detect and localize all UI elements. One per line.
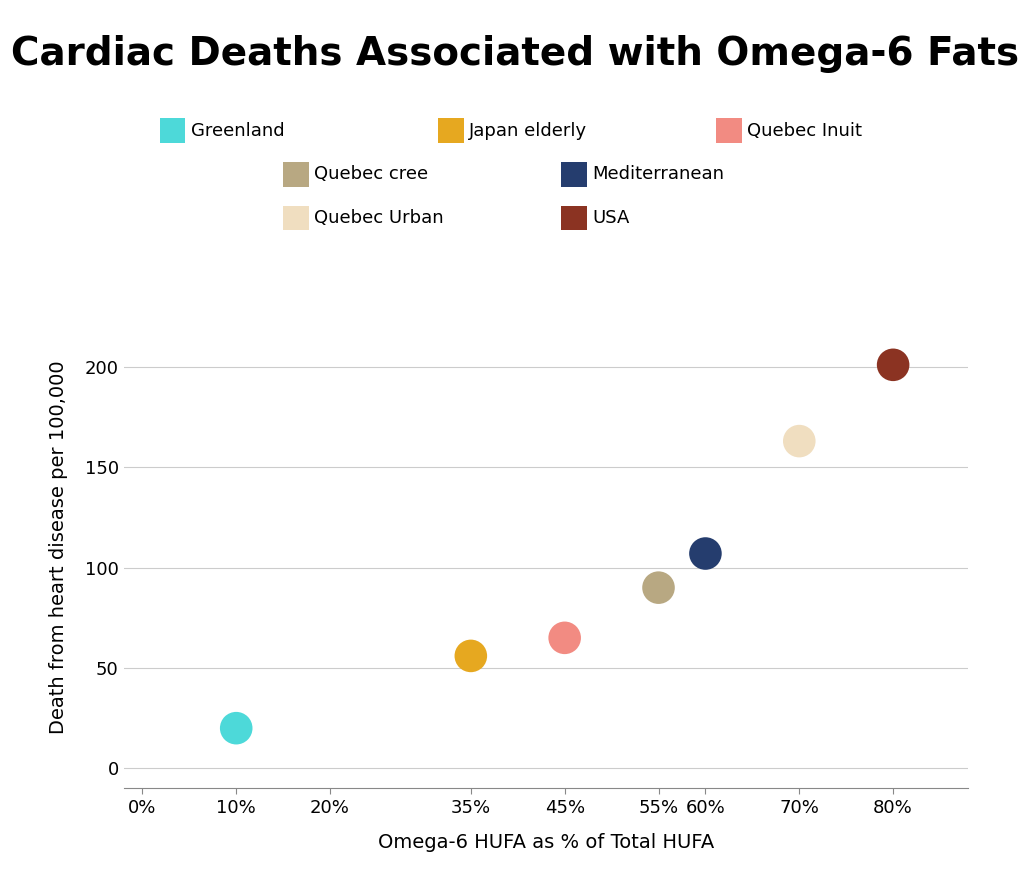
Text: Quebec Urban: Quebec Urban — [314, 209, 444, 227]
Point — [697, 547, 714, 561]
Point — [228, 721, 244, 735]
Text: Quebec Inuit: Quebec Inuit — [747, 122, 862, 139]
Point — [650, 581, 666, 595]
Point — [791, 434, 808, 449]
Point — [885, 357, 901, 371]
Text: USA: USA — [592, 209, 629, 227]
Text: Japan elderly: Japan elderly — [469, 122, 587, 139]
Point — [462, 649, 479, 663]
Text: Greenland: Greenland — [191, 122, 284, 139]
Point — [556, 631, 573, 645]
Y-axis label: Death from heart disease per 100,000: Death from heart disease per 100,000 — [49, 361, 68, 734]
Text: Quebec cree: Quebec cree — [314, 166, 428, 183]
Text: Cardiac Deaths Associated with Omega-6 Fats: Cardiac Deaths Associated with Omega-6 F… — [11, 35, 1019, 73]
Text: Mediterranean: Mediterranean — [592, 166, 724, 183]
X-axis label: Omega-6 HUFA as % of Total HUFA: Omega-6 HUFA as % of Total HUFA — [378, 833, 714, 852]
